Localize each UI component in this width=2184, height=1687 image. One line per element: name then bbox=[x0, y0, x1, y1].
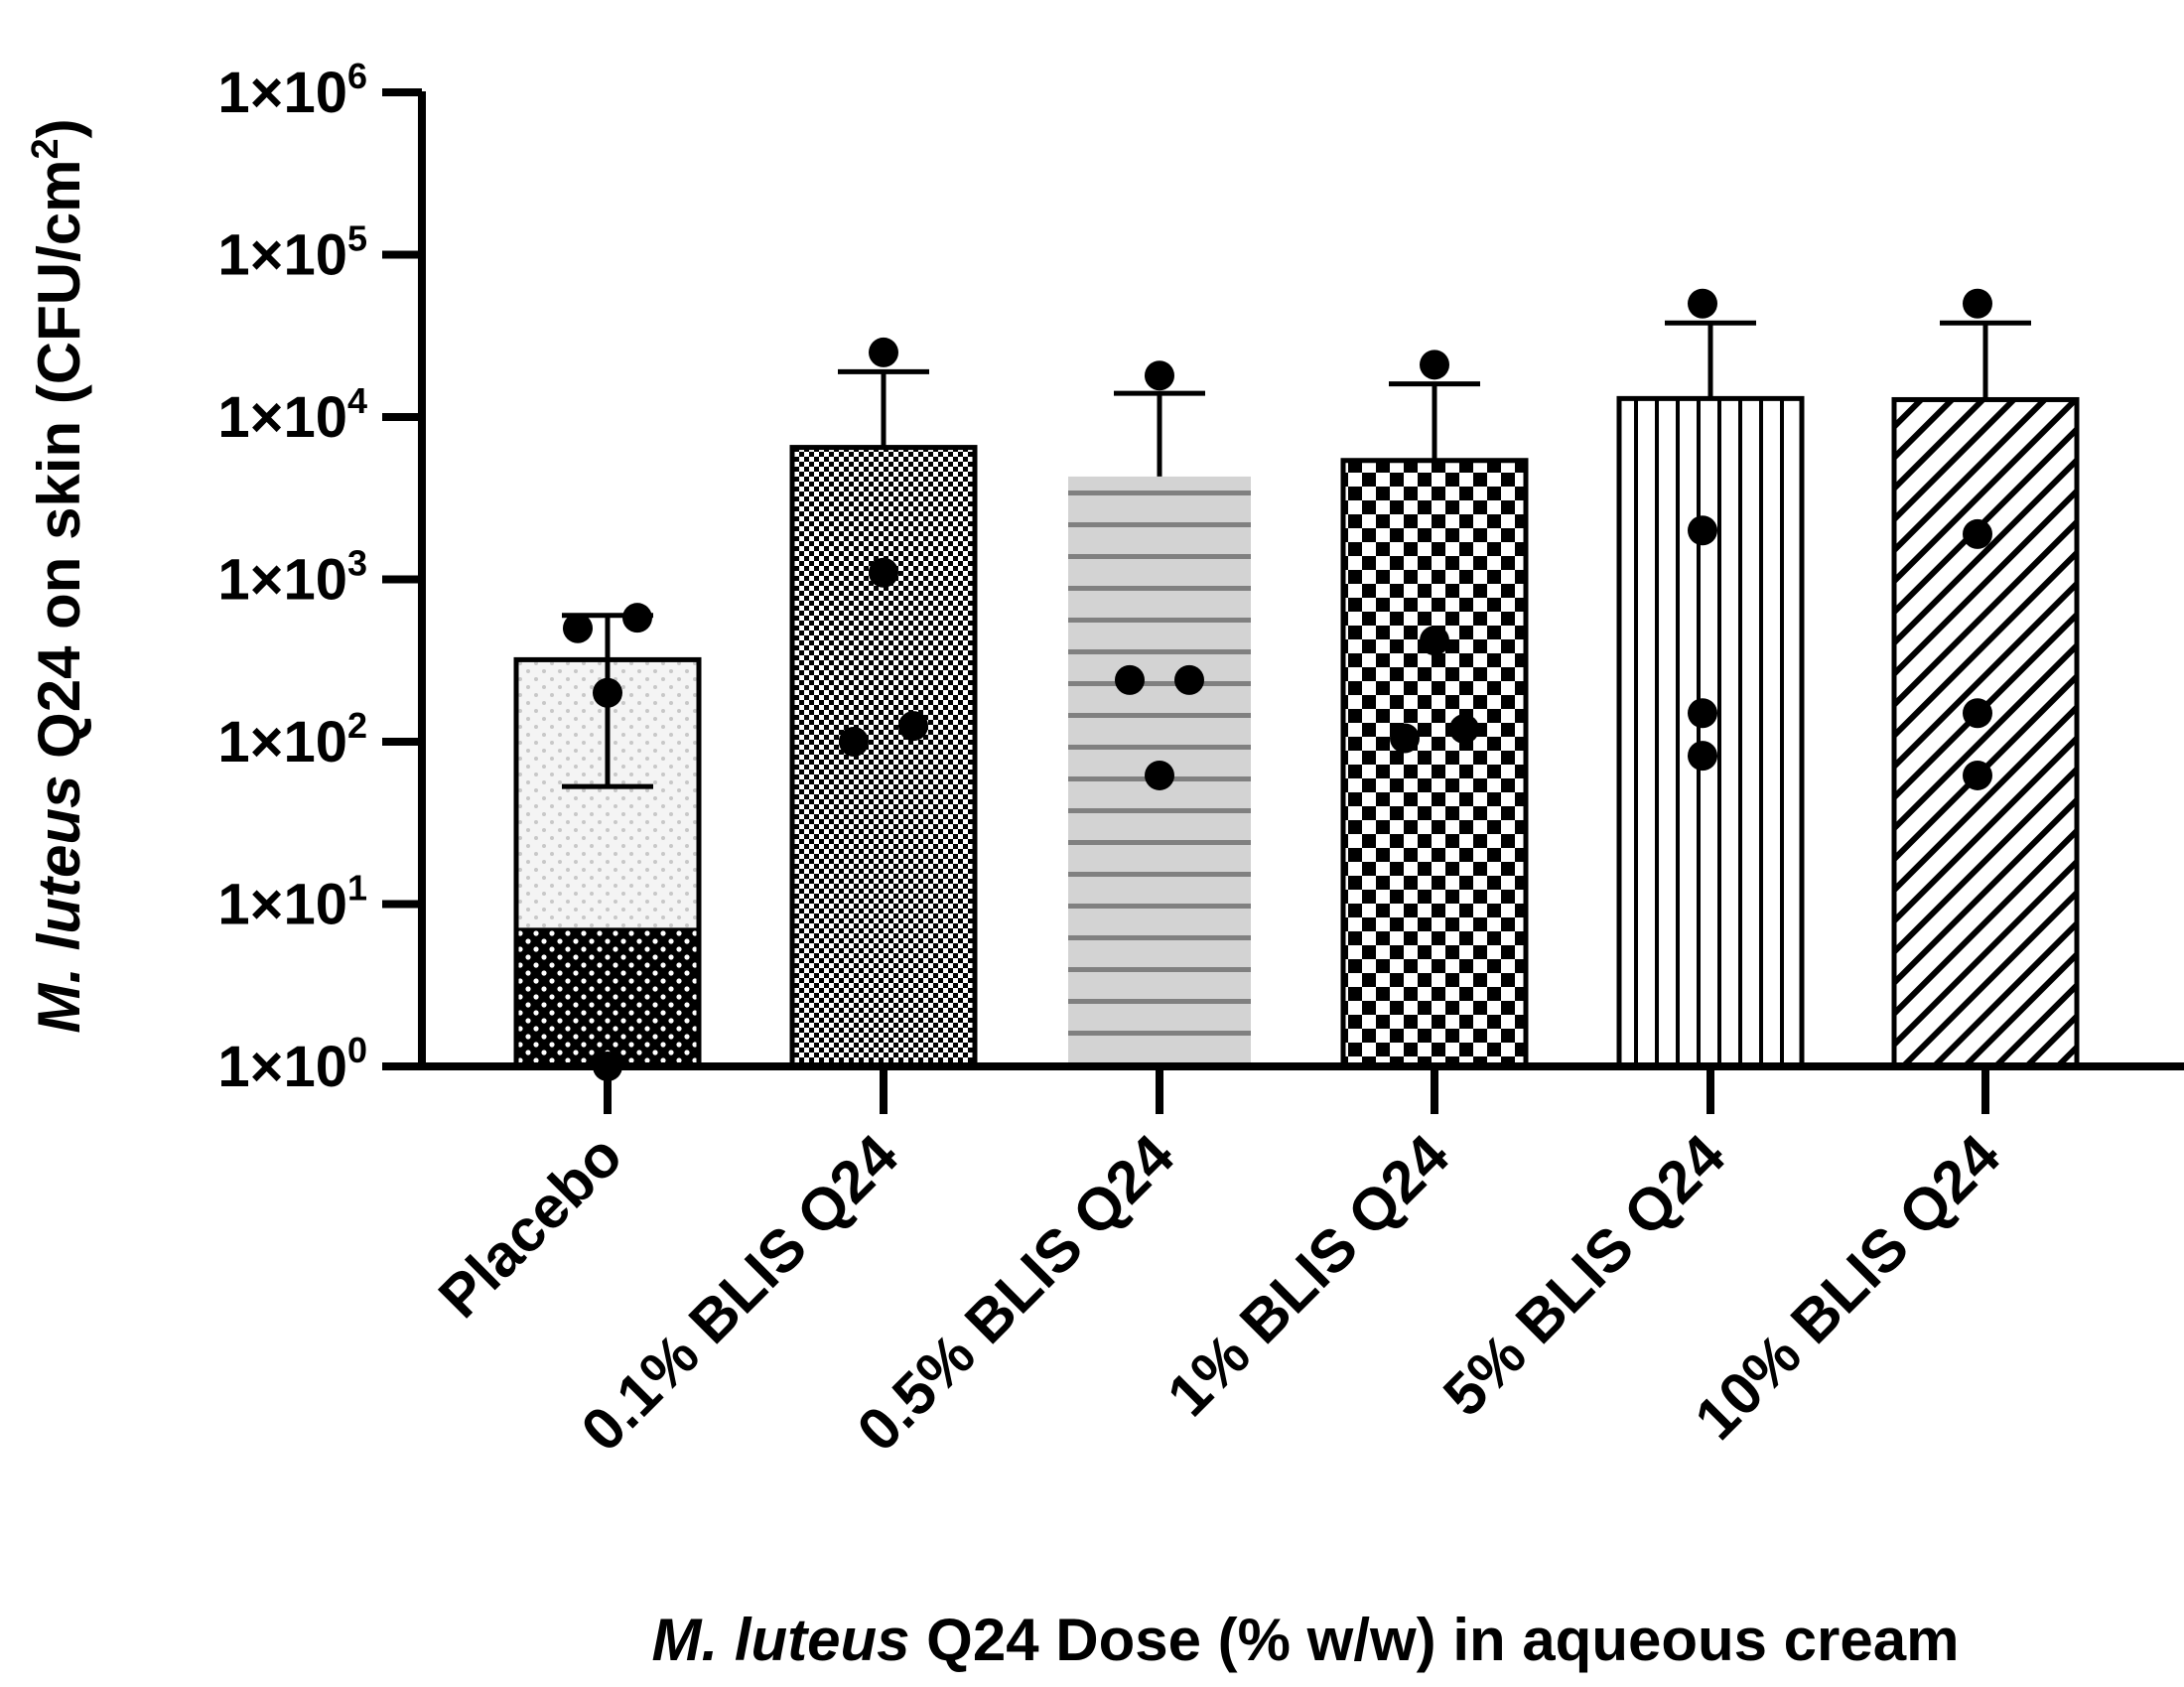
y-tick-label-1e4: 1×104 bbox=[217, 380, 367, 450]
data-point-placebo bbox=[563, 613, 593, 643]
y-tick-label-1e6: 1×106 bbox=[217, 56, 367, 125]
x-axis-title: M. luteus Q24 Dose (% w/w) in aqueous cr… bbox=[652, 1607, 1960, 1673]
data-point-1-blis-q24 bbox=[1449, 714, 1479, 745]
data-point-0-1-blis-q24 bbox=[898, 711, 928, 742]
bar-0-1-blis-q24 bbox=[789, 445, 978, 1069]
y-tick-label-1e3: 1×103 bbox=[217, 543, 367, 613]
data-point-0-5-blis-q24 bbox=[1145, 360, 1174, 391]
data-point-10-blis-q24 bbox=[1963, 288, 1992, 319]
data-point-placebo bbox=[622, 603, 652, 633]
data-point-5-blis-q24 bbox=[1688, 288, 1717, 319]
error-bars-layer bbox=[562, 320, 2031, 789]
y-tick-label-1e5: 1×105 bbox=[217, 218, 367, 288]
data-point-0-5-blis-q24 bbox=[1145, 760, 1174, 790]
x-tick-label-5-blis-q24: 5% BLIS Q24 bbox=[1431, 1121, 1738, 1429]
y-ticks-layer: 1×106 1×105 1×104 1×103 1×102 1×101 1×100 bbox=[217, 56, 422, 1099]
data-point-10-blis-q24 bbox=[1963, 760, 1992, 790]
data-point-10-blis-q24 bbox=[1963, 518, 1992, 549]
data-point-1-blis-q24 bbox=[1420, 626, 1449, 656]
data-point-0-5-blis-q24 bbox=[1174, 664, 1204, 695]
data-point-5-blis-q24 bbox=[1688, 741, 1717, 772]
data-point-0-5-blis-q24 bbox=[1115, 664, 1145, 695]
y-axis-title: M. luteus Q24 on skin (CFU/cm2) bbox=[25, 118, 92, 1033]
data-points-layer bbox=[563, 288, 1992, 1081]
y-tick-label-1e2: 1×102 bbox=[217, 705, 367, 774]
data-point-10-blis-q24 bbox=[1963, 698, 1992, 729]
y-tick-label-1e0: 1×100 bbox=[217, 1030, 367, 1099]
y-tick-label-1e1: 1×101 bbox=[217, 868, 367, 937]
data-point-1-blis-q24 bbox=[1420, 350, 1449, 380]
data-point-5-blis-q24 bbox=[1688, 515, 1717, 546]
data-point-0-1-blis-q24 bbox=[869, 557, 898, 588]
x-tick-label-placebo: Placebo bbox=[426, 1122, 634, 1331]
bar-5-blis-q24 bbox=[1616, 395, 1805, 1069]
bars-layer bbox=[513, 395, 2080, 1069]
data-point-placebo bbox=[593, 677, 622, 708]
bar-10-blis-q24 bbox=[1891, 396, 2080, 1069]
bar-1-blis-q24 bbox=[1340, 458, 1529, 1069]
data-point-0-1-blis-q24 bbox=[869, 337, 898, 367]
data-point-5-blis-q24 bbox=[1688, 698, 1717, 729]
bar-placebo-dark-segment bbox=[518, 928, 697, 1066]
data-point-1-blis-q24 bbox=[1390, 723, 1420, 754]
data-point-0-1-blis-q24 bbox=[839, 727, 869, 757]
x-tick-label-1-blis-q24: 1% BLIS Q24 bbox=[1155, 1121, 1462, 1429]
